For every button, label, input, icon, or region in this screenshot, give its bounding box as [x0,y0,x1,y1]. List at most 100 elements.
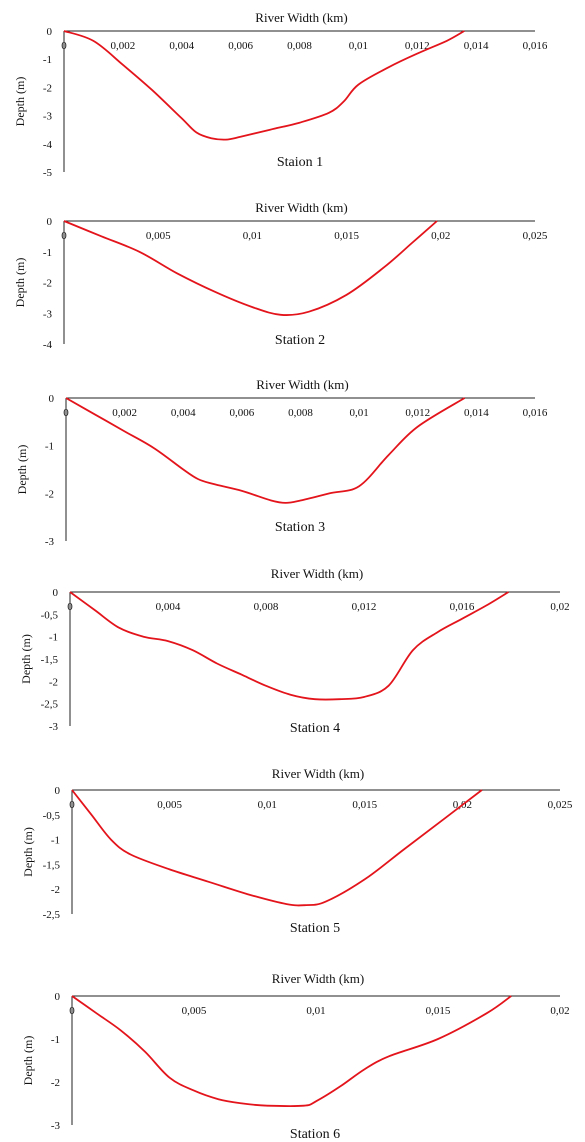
station-caption: Station 3 [275,520,325,535]
y-tick-label: -2,5 [41,699,59,711]
x-tick-label: 0,02 [550,601,569,613]
depth-profile-line [71,789,483,907]
x-tick-label: 0,005 [182,1005,207,1017]
y-tick-label: -1 [43,54,52,66]
y-tick-label: -1 [51,1034,60,1046]
y-tick-label: -1 [51,835,60,847]
y-tick-label: -2,5 [43,909,61,921]
chart-5: 0 0,005 0,01 0,015 0,02 0,0250-0,5-1-1,5-2-2,… [21,766,573,936]
x-tick-label: 0 [61,40,67,52]
x-tick-label: 0 [69,1005,75,1017]
y-tick-label: -3 [45,536,55,548]
x-tick-label: 0,012 [405,40,430,52]
x-tick-label: 0,015 [334,230,359,242]
y-tick-label: -3 [43,308,53,320]
y-tick-label: -1 [49,632,58,644]
x-axis-title: River Width (km) [256,377,348,392]
depth-profile-line [69,591,509,701]
x-tick-label: 0,008 [254,601,279,613]
x-tick-label: 0,016 [523,407,548,419]
station-caption: Staion 1 [277,155,323,170]
x-tick-label: 0 [69,799,75,811]
chart-1: 0 0,002 0,004 0,006 0,008 0,01 0,012 0,014 0,016… [13,10,548,179]
x-tick-label: 0,014 [464,407,489,419]
x-tick-label: 0,01 [306,1005,325,1017]
y-tick-label: -3 [51,1120,61,1132]
y-tick-label: -1 [45,441,54,453]
x-tick-label: 0,01 [349,40,368,52]
y-tick-label: -1,5 [41,654,59,666]
y-axis-title: Depth (m) [21,1036,35,1086]
y-tick-label: -2 [51,884,60,896]
x-axis-title: River Width (km) [271,566,363,581]
y-tick-label: 0 [53,587,59,599]
x-axis-title: River Width (km) [255,200,347,215]
x-axis-title: River Width (km) [255,10,347,25]
chart-4: 0 0,004 0,008 0,012 0,016 0,02 0 -0,5 -1 -1,5 -2 -2… [19,566,570,736]
y-axis-title: Depth (m) [21,827,35,877]
x-tick-label: 0,01 [258,799,277,811]
x-tick-label: 0,015 [426,1005,451,1017]
station-caption: Station 6 [290,1127,340,1142]
y-tick-label: -2 [49,676,58,688]
station-caption: Station 4 [290,721,340,736]
x-tick-label: 0,006 [230,407,255,419]
y-tick-label: 0 [55,785,61,797]
station-caption: Station 5 [290,921,340,936]
x-tick-label: 0,005 [146,230,171,242]
y-tick-label: 0 [47,216,53,228]
y-axis-title: Depth (m) [13,258,27,308]
x-tick-label: 0,02 [550,1005,569,1017]
y-tick-label: -3 [49,721,59,733]
x-tick-label: 0 [67,601,73,613]
y-tick-label: -5 [43,167,53,179]
x-tick-label: 0 [61,230,67,242]
x-tick-label: 0,02 [431,230,450,242]
y-tick-label: -2 [43,82,52,94]
x-tick-label: 0,005 [157,799,182,811]
y-tick-label: 0 [55,991,61,1003]
y-tick-label: 0 [49,393,55,405]
x-tick-label: 0,012 [405,407,430,419]
x-tick-label: 0,004 [169,40,194,52]
x-tick-label: 0,016 [450,601,475,613]
depth-profile-line [65,397,466,504]
y-tick-label: -3 [43,111,53,123]
x-tick-label: 0,002 [111,40,136,52]
y-tick-label: -1,5 [43,859,61,871]
x-tick-label: 0,025 [523,230,548,242]
x-axis-title: River Width (km) [272,971,364,986]
depth-profile-line [63,220,438,317]
y-tick-label: -2 [43,278,52,290]
station-caption: Station 2 [275,333,325,348]
x-tick-label: 0,012 [352,601,377,613]
y-axis-title: Depth (m) [15,445,29,495]
x-tick-label: 0,01 [350,407,369,419]
x-tick-label: 0 [63,407,69,419]
depth-profile-line [71,995,512,1107]
x-tick-label: 0,002 [112,407,137,419]
y-tick-label: 0 [47,26,53,38]
x-tick-label: 0,008 [287,40,312,52]
chart-3: 0 0,002 0,004 0,006 0,008 0,01 0,012 0,014 0,016… [15,377,548,548]
y-tick-label: -4 [43,139,53,151]
x-tick-label: 0,004 [171,407,196,419]
y-tick-label: -2 [51,1077,60,1089]
chart-6: 0 0,005 0,01 0,015 0,02 0 -1 -2 -3 River Width (k… [21,971,570,1142]
x-tick-label: 0,016 [523,40,548,52]
y-axis-title: Depth (m) [19,634,33,684]
x-tick-label: 0,006 [228,40,253,52]
x-tick-label: 0,004 [156,601,181,613]
y-axis-title: Depth (m) [13,77,27,127]
x-tick-label: 0,014 [464,40,489,52]
y-tick-label: -4 [43,339,53,351]
chart-2: 0 0,005 0,01 0,015 0,02 0,025 0 -1 -2 -3 -4 River W… [13,200,548,351]
x-tick-label: 0,025 [548,799,573,811]
y-tick-label: -0,5 [43,810,61,822]
x-axis-title: River Width (km) [272,766,364,781]
depth-profile-line [63,30,465,141]
x-tick-label: 0,015 [352,799,377,811]
y-tick-label: -0,5 [41,609,59,621]
x-tick-label: 0,008 [288,407,313,419]
